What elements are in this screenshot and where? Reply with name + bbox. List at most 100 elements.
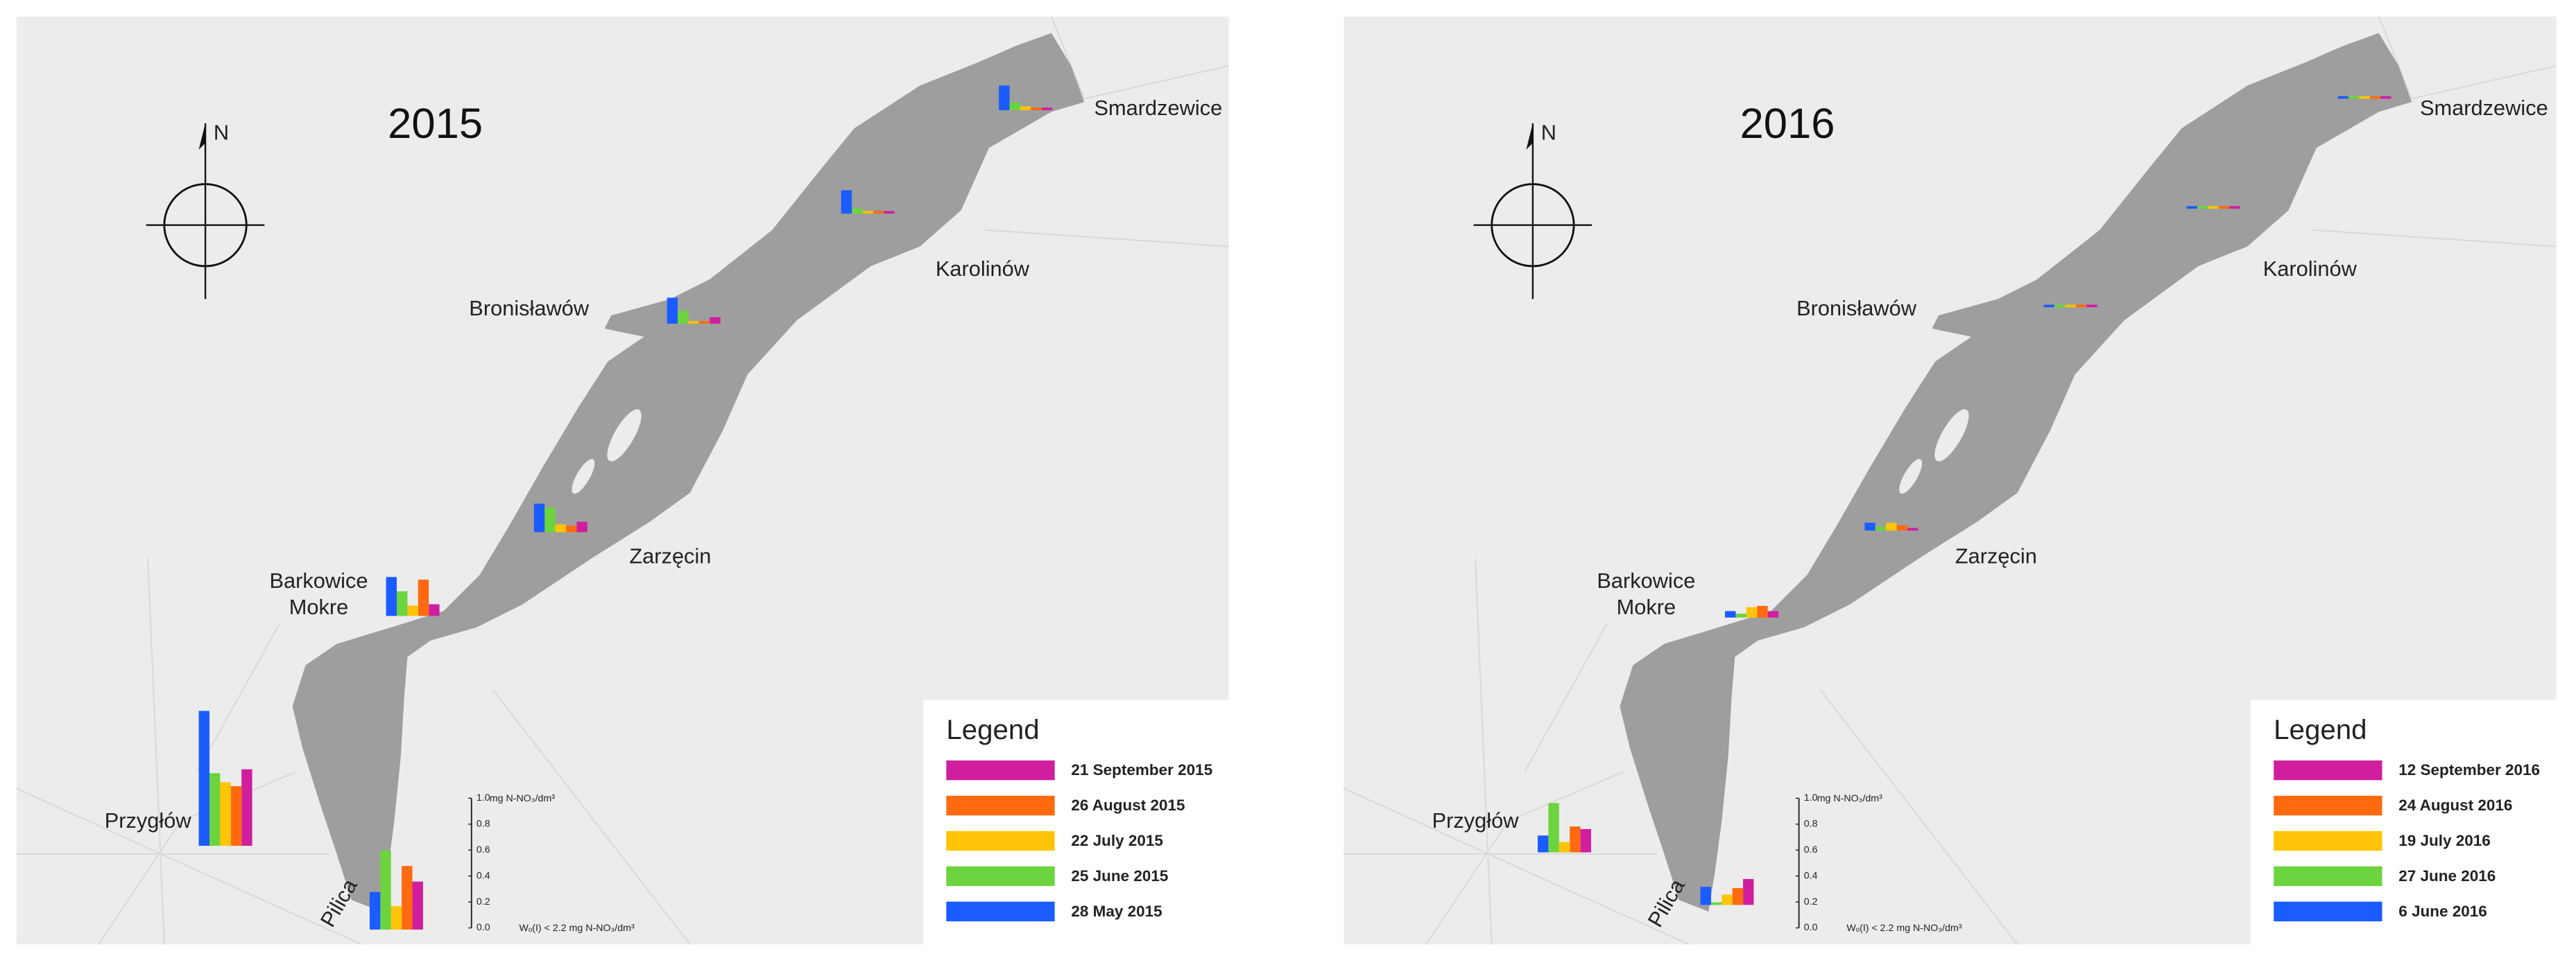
- nitrate-bar: [1710, 902, 1722, 905]
- compass-label: N: [1541, 121, 1556, 145]
- legend-label: 26 August 2015: [1071, 797, 1185, 814]
- year-title: 2016: [1740, 100, 1835, 148]
- legend-label: 22 July 2015: [1071, 832, 1163, 849]
- nitrate-bar: [1559, 842, 1570, 853]
- place-label: Bronisławów: [1796, 296, 1917, 320]
- nitrate-bar: [1886, 523, 1897, 531]
- legend-swatch: [946, 901, 1055, 922]
- scale-tick-label: 0.0: [1804, 922, 1818, 933]
- place-label: Barkowice: [1597, 568, 1695, 593]
- legend-label: 12 September 2016: [2398, 761, 2540, 779]
- nitrate-bar: [2359, 96, 2370, 99]
- nitrate-bar: [1896, 525, 1907, 531]
- nitrate-bar: [2208, 206, 2219, 209]
- nitrate-bar: [369, 892, 381, 930]
- scale-tick-label: 0.8: [476, 819, 490, 830]
- legend-swatch: [946, 831, 1055, 851]
- nitrate-bar: [429, 604, 440, 616]
- nitrate-bar: [209, 773, 221, 846]
- scale-tick-label: 0.6: [476, 844, 490, 855]
- nitrate-bar: [1907, 528, 1918, 531]
- legend-label: 25 June 2015: [1071, 867, 1168, 885]
- nitrate-bar: [1875, 526, 1887, 531]
- nitrate-bar: [397, 591, 408, 616]
- scale-unit: mg N-NO₃/dm³: [490, 793, 555, 804]
- nitrate-bar: [1864, 523, 1875, 531]
- legend-label: 6 June 2016: [2398, 903, 2487, 920]
- nitrate-bar: [710, 317, 721, 324]
- compass-arrow: [1526, 123, 1533, 150]
- legend-swatch: [946, 760, 1055, 781]
- nitrate-bar: [1757, 605, 1768, 618]
- nitrate-bar: [2369, 96, 2381, 99]
- scale-note: Wₒ(I) < 2.2 mg N-NO₃/dm³: [1846, 923, 1961, 934]
- nitrate-bar: [565, 525, 577, 532]
- nitrate-bar: [418, 580, 429, 616]
- nitrate-bar: [220, 782, 231, 846]
- nitrate-bar: [2065, 304, 2076, 308]
- place-label: Przygłów: [1432, 808, 1520, 833]
- scale-tick-label: 0.8: [1804, 819, 1818, 830]
- legend-label: 19 July 2016: [2398, 832, 2491, 849]
- year-title: 2015: [388, 100, 483, 148]
- nitrate-bar: [1009, 102, 1020, 110]
- nitrate-bar: [999, 85, 1010, 110]
- nitrate-bar: [407, 605, 418, 616]
- nitrate-bar: [1746, 607, 1758, 618]
- legend-label: 27 June 2016: [2398, 867, 2496, 885]
- nitrate-bar: [884, 211, 895, 214]
- scale-tick-label: 0.2: [1804, 896, 1818, 907]
- nitrate-bar: [841, 190, 852, 214]
- nitrate-bar: [576, 521, 587, 532]
- nitrate-bar: [2380, 96, 2392, 99]
- nitrate-bar: [2218, 206, 2230, 209]
- nitrate-bar: [198, 711, 209, 846]
- legend-swatch: [2274, 760, 2382, 781]
- compass-label: N: [214, 121, 229, 145]
- place-label: Przygłów: [105, 808, 192, 833]
- legend-label: 24 August 2016: [2398, 797, 2512, 814]
- nitrate-bar: [1743, 878, 1754, 905]
- place-label: Smardzewice: [1094, 96, 1223, 120]
- place-label: Bronisławów: [469, 296, 590, 320]
- legend-title: Legend: [2274, 714, 2367, 745]
- scale-tick-label: 0.4: [476, 870, 490, 881]
- scale-tick-label: 0.2: [476, 896, 490, 907]
- nitrate-bar: [688, 321, 699, 324]
- legend-swatch: [2274, 901, 2382, 922]
- legend-swatch: [946, 866, 1055, 887]
- map-panel: 2015 N Smardzewice Karolinów Bronisławów Zarz…: [105, 85, 1229, 945]
- legend-swatch: [2274, 831, 2382, 851]
- nitrate-bar: [1031, 107, 1042, 110]
- nitrate-bar: [852, 208, 863, 214]
- scale-tick-label: 0.6: [1804, 844, 1818, 855]
- nitrate-bar: [1735, 614, 1746, 618]
- nitrate-bar: [2075, 304, 2087, 308]
- place-label: Mokre: [1617, 595, 1676, 619]
- place-label: Smardzewice: [2420, 96, 2548, 120]
- legend-title: Legend: [946, 714, 1039, 745]
- nitrate-bar: [862, 211, 873, 214]
- nitrate-bar: [1041, 107, 1053, 110]
- nitrate-bar: [667, 297, 678, 324]
- nitrate-bar: [1725, 611, 1736, 618]
- place-label: Karolinów: [936, 257, 1030, 281]
- nitrate-bar: [402, 866, 413, 930]
- nitrate-bar: [1732, 888, 1744, 905]
- nitrate-bar: [386, 577, 397, 616]
- nitrate-bar: [1548, 803, 1559, 853]
- place-label: Zarzęcin: [629, 544, 711, 568]
- nitrate-bar: [873, 211, 884, 214]
- scale-note: Wₒ(I) < 2.2 mg N-NO₃/dm³: [519, 923, 634, 934]
- nitrate-bar: [1570, 826, 1581, 853]
- nitrate-bar: [390, 906, 402, 930]
- legend-label: 28 May 2015: [1071, 903, 1162, 920]
- nitrate-bar: [555, 524, 566, 532]
- nitrate-bar: [1767, 611, 1779, 618]
- nitrate-bar: [2337, 96, 2349, 99]
- nitrate-bar: [1538, 835, 1549, 853]
- nitrate-bar: [2197, 206, 2208, 209]
- place-label: Mokre: [289, 595, 349, 619]
- nitrate-bar: [2348, 96, 2360, 99]
